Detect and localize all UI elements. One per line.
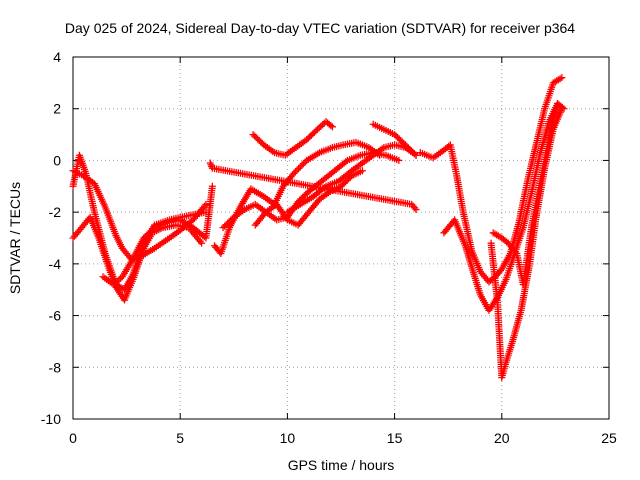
data-point [342,158,350,166]
data-point [503,238,511,246]
data-series [99,182,216,289]
data-point [207,161,215,169]
chart-title: Day 025 of 2024, Sidereal Day-to-day VTE… [64,20,576,36]
data-point [327,122,335,130]
data-series [69,167,210,263]
data-point [208,182,216,190]
data-series [206,159,420,214]
data-point [328,123,336,131]
data-series [369,120,420,159]
y-tick-label: -10 [41,411,61,427]
x-axis-label: GPS time / hours [287,457,395,473]
y-tick-label: 0 [53,152,61,168]
data-point [202,200,210,208]
data-series [489,100,562,289]
x-tick-label: 25 [601,430,617,446]
data-point [295,165,303,173]
x-tick-label: 5 [176,430,184,446]
data-point [198,239,206,247]
y-axis-label: SDTVAR / TECUs [7,181,23,295]
data-series [416,74,566,286]
y-tick-label: 4 [53,49,61,65]
y-tick-label: -2 [49,204,62,220]
data-point [299,160,307,168]
x-tick-label: 15 [387,430,403,446]
data-point [293,166,301,174]
data-point [296,163,304,171]
x-tick-label: 0 [69,430,77,446]
data-point [558,105,566,113]
data-point [554,100,562,108]
x-tick-label: 20 [494,430,510,446]
data-point [412,206,420,214]
data-point [317,122,325,130]
data-point [298,161,306,169]
data-point [558,74,566,82]
data-point [149,225,157,233]
data-series [440,100,568,314]
data-point [291,168,299,176]
y-tick-label: -6 [49,308,62,324]
data-point [411,150,419,158]
data-series [249,118,336,159]
y-tick-label: -4 [49,256,62,272]
data-point [412,151,420,159]
y-tick-label: -8 [49,359,62,375]
data-point [312,127,320,135]
data-point [395,156,403,164]
data-point [290,169,298,177]
x-tick-label: 10 [280,430,296,446]
data-point [358,167,366,175]
y-tick-label: 2 [53,101,61,117]
